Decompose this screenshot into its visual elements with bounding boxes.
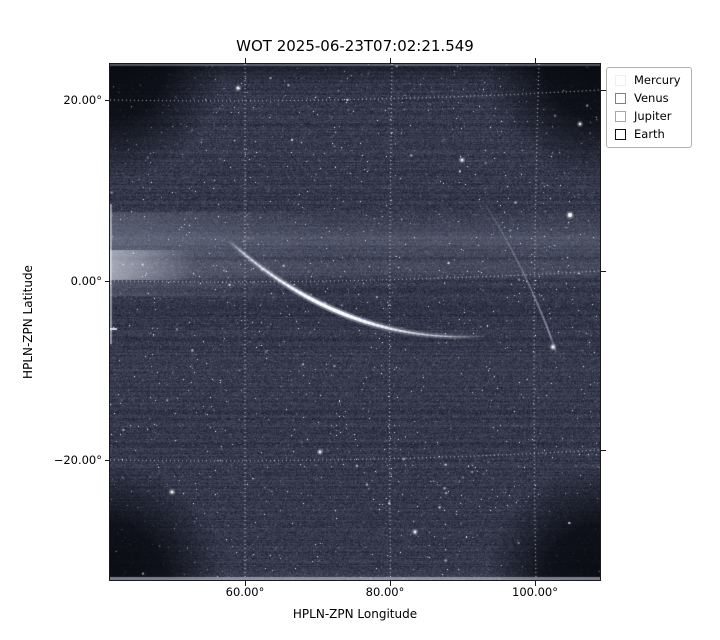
jupiter-marker [615,111,626,122]
legend-label: Earth [634,127,665,141]
image-canvas [110,64,600,580]
tick-mark [105,100,110,101]
legend-item-jupiter: Jupiter [615,110,681,123]
x-tick-label: 80.00° [365,585,405,599]
legend-item-mercury: Mercury [615,74,681,87]
y-tick-label: 20.00° [63,93,102,107]
plot-area [109,63,601,581]
tick-mark [390,581,391,586]
y-axis-label: HPLN-ZPN Latitude [21,265,35,379]
tick-mark [390,58,391,63]
tick-mark [535,581,536,586]
venus-marker [615,93,626,104]
y-tick-label: −20.00° [53,453,102,467]
tick-mark [245,581,246,586]
tick-mark [601,90,606,91]
plot-title: WOT 2025-06-23T07:02:21.549 [236,37,474,55]
legend-label: Venus [634,91,669,105]
tick-mark [245,58,246,63]
x-tick-label: 100.00° [512,585,558,599]
tick-mark [601,271,606,272]
y-tick-label: 0.00° [70,274,102,288]
tick-mark [105,281,110,282]
legend-item-venus: Venus [615,92,681,105]
tick-mark [601,450,606,451]
earth-marker [615,129,626,140]
legend-item-earth: Earth [615,128,681,141]
tick-mark [105,460,110,461]
x-tick-label: 60.00° [225,585,265,599]
tick-mark [535,58,536,63]
legend-label: Mercury [634,73,681,87]
legend: Mercury Venus Jupiter Earth [606,67,692,148]
x-axis-label: HPLN-ZPN Longitude [292,607,418,621]
legend-label: Jupiter [634,109,672,123]
mercury-marker [615,75,626,86]
